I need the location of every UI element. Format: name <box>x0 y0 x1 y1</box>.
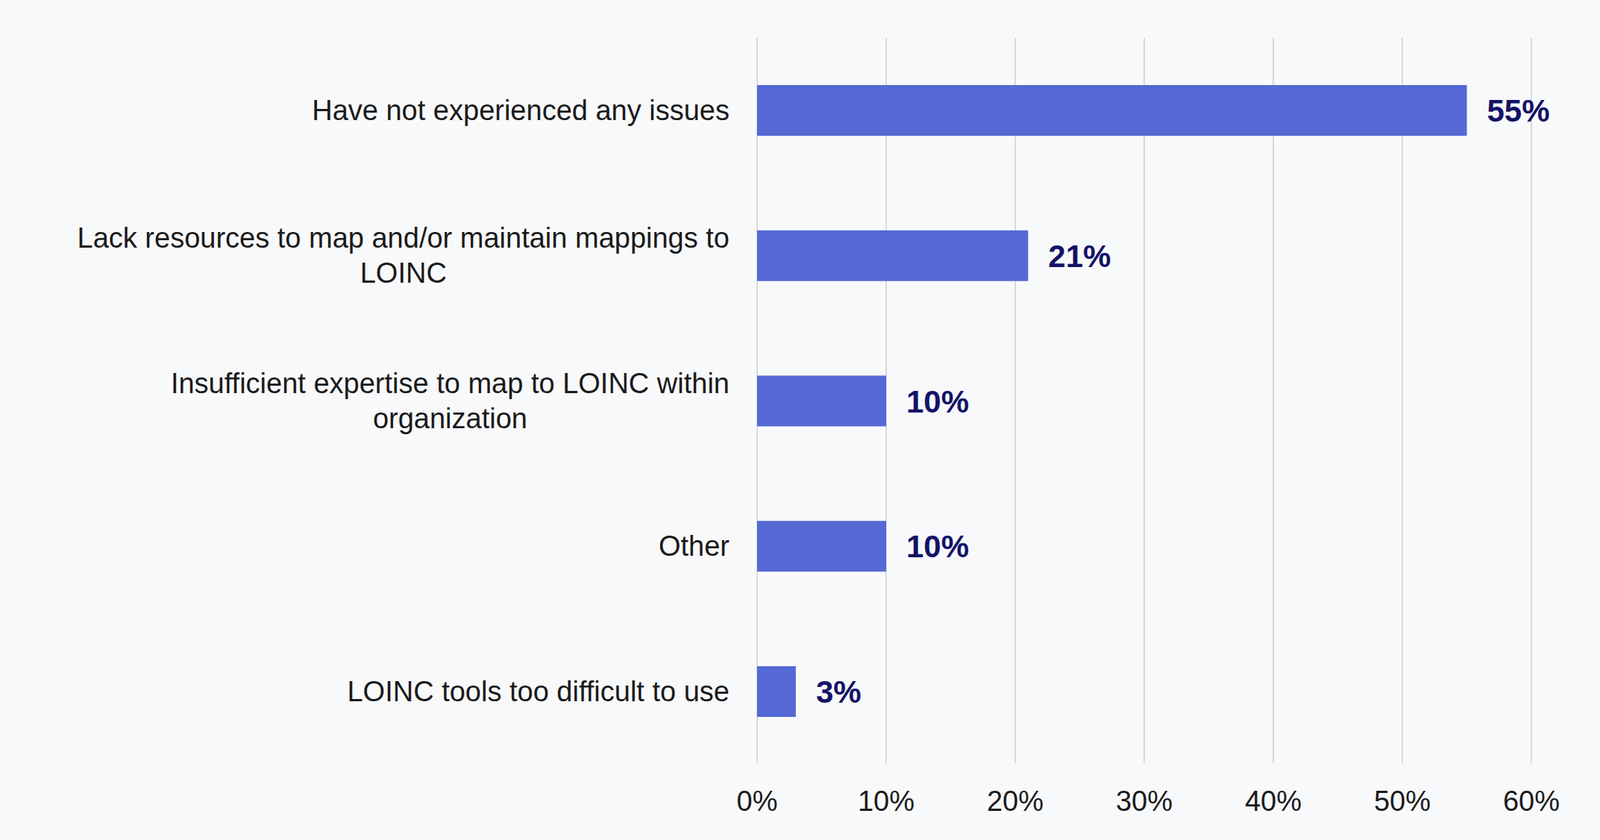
grid-line <box>1401 38 1404 764</box>
data-label: 10% <box>906 528 969 564</box>
tick-label: 20% <box>986 785 1044 817</box>
tick-label: 50% <box>1373 785 1431 817</box>
bar <box>757 666 796 717</box>
category-label-line: LOINC <box>360 257 447 289</box>
grid <box>757 38 1532 764</box>
category-label: LOINC tools too difficult to use <box>346 675 730 708</box>
grid-line <box>1272 38 1275 764</box>
bars <box>757 85 1468 717</box>
data-label: 21% <box>1048 238 1111 274</box>
chart: 0% 10% 20% 30% 40% 50% 60% Have not experienced… <box>0 0 1600 840</box>
bar <box>757 85 1468 136</box>
category-label-line: Other <box>658 530 730 562</box>
bar <box>757 375 887 427</box>
category-label: Insufficient expertise to map to LOINC w… <box>170 367 730 435</box>
grid-line <box>1143 38 1145 764</box>
tick-label: 60% <box>1503 785 1560 817</box>
bar <box>757 520 887 572</box>
data-label: 55% <box>1487 93 1551 129</box>
tick-label: 30% <box>1115 785 1173 817</box>
category-label-line: Insufficient expertise to map to LOINC w… <box>170 367 730 400</box>
tick-label: 40% <box>1244 785 1302 817</box>
category-label-line: LOINC tools too difficult to use <box>346 675 730 708</box>
data-label: 3% <box>816 674 862 710</box>
category-label: Other <box>658 530 730 562</box>
tick-label: 0% <box>736 785 778 817</box>
grid-line <box>1530 38 1533 764</box>
category-label-line: Have not experienced any issues <box>311 94 730 127</box>
category-label-line: organization <box>372 402 528 435</box>
category-label-line: Lack resources to map and/or maintain ma… <box>77 222 730 254</box>
tick-label: 10% <box>857 785 915 817</box>
grid-line <box>1014 38 1016 764</box>
data-label: 10% <box>906 384 969 420</box>
category-label: Lack resources to map and/or maintain ma… <box>77 222 730 289</box>
category-label: Have not experienced any issues <box>311 94 730 127</box>
bar <box>757 230 1028 282</box>
background <box>0 0 1600 840</box>
